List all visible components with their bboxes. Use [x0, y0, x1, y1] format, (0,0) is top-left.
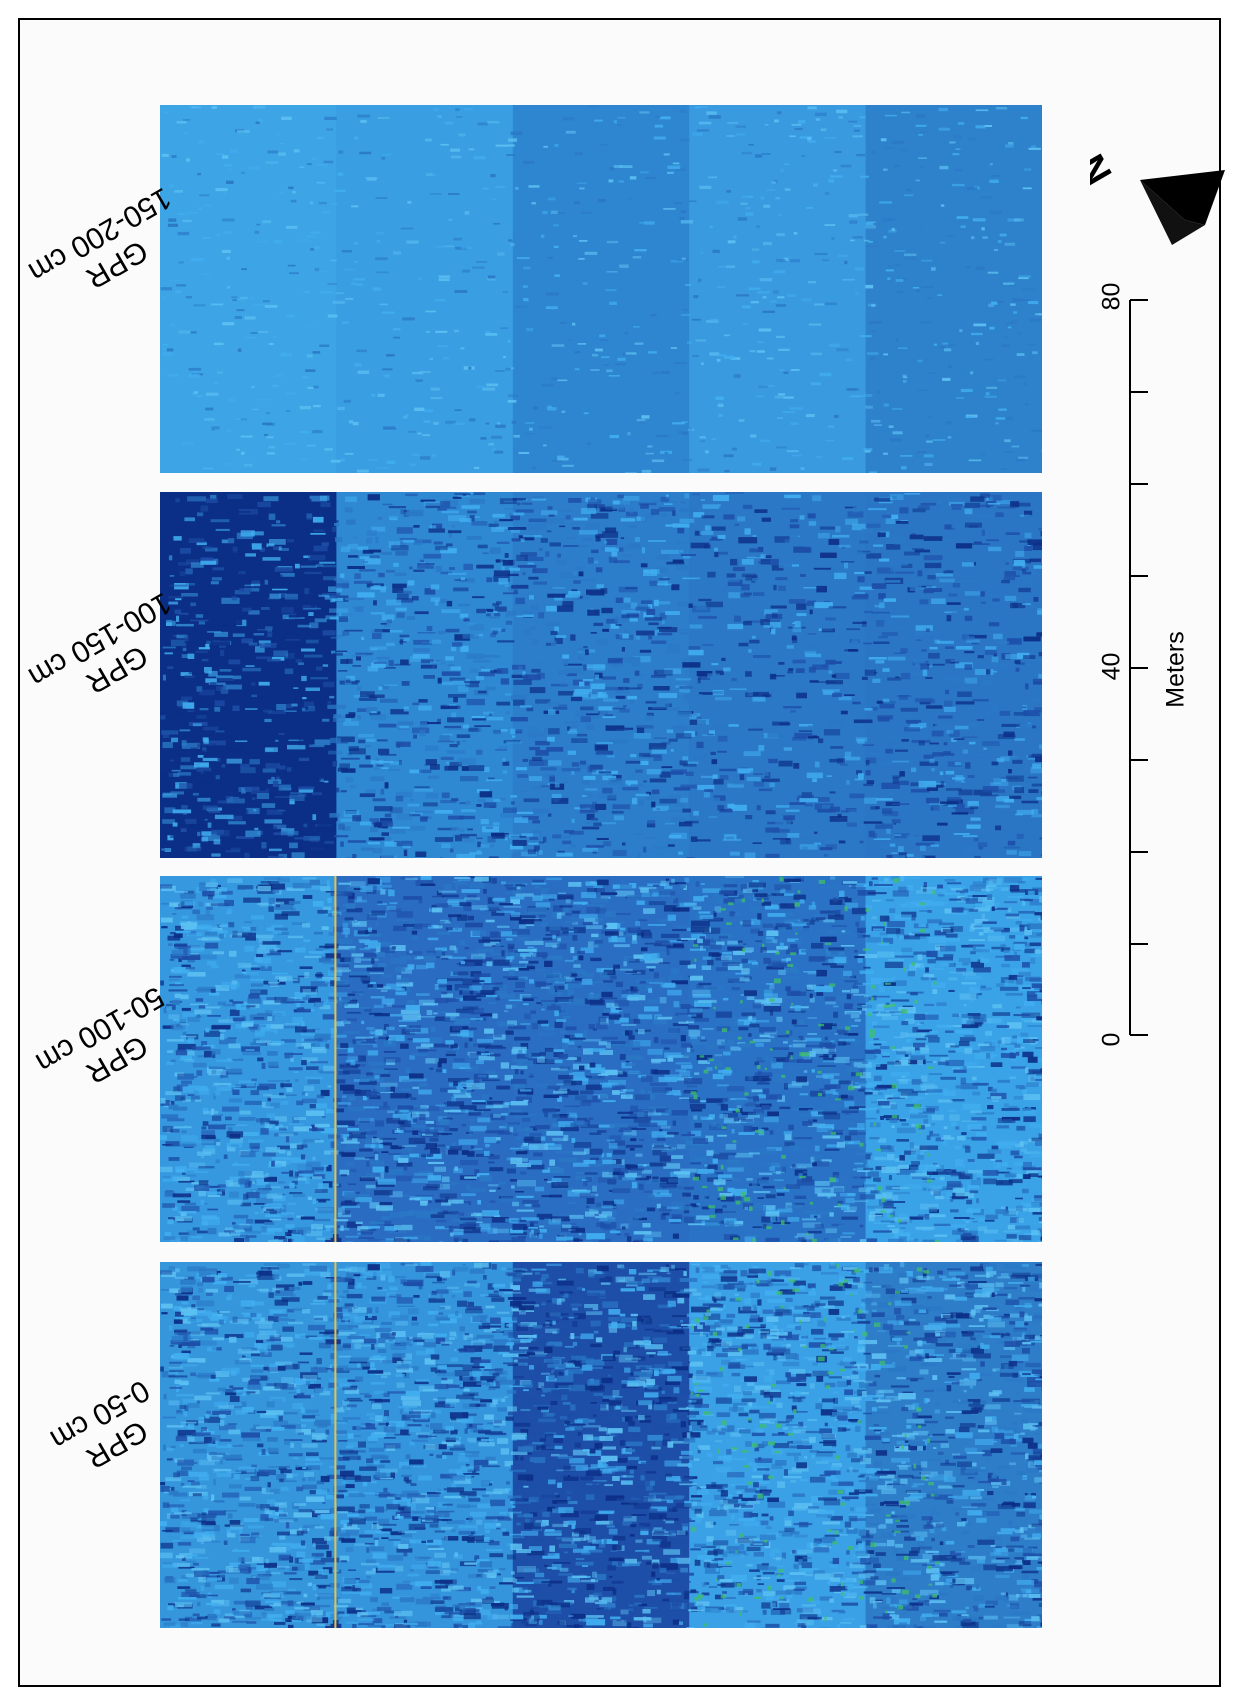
gpr-texture: [160, 105, 1042, 473]
gpr-texture: [160, 1262, 1042, 1628]
north-arrow-label: N: [1090, 147, 1121, 192]
gpr-panel-50-100: [160, 876, 1042, 1242]
gpr-raster-50-100: [160, 876, 1042, 1242]
north-arrow-icon: N: [1090, 147, 1225, 245]
gpr-strip: [160, 105, 337, 473]
gpr-strip: [336, 105, 514, 473]
gpr-panel-100-150: [160, 492, 1042, 858]
gpr-strip: [689, 105, 867, 473]
gpr-panel-150-200: [160, 105, 1042, 473]
scale-bar: [1129, 299, 1148, 1036]
scale-tick-label-80: 80: [1097, 282, 1126, 311]
gpr-strip: [865, 105, 1042, 473]
seam-line: [334, 876, 337, 1242]
gpr-raster-0-50: [160, 1262, 1042, 1628]
gpr-texture: [160, 876, 1042, 1242]
gpr-raster-150-200: [160, 105, 1042, 473]
gpr-strip: [512, 105, 690, 473]
scale-tick-label-0: 0: [1097, 1032, 1126, 1047]
north-arrow-head: [1140, 170, 1225, 225]
seam-line: [334, 1262, 337, 1628]
scale-tick-label-40: 40: [1097, 652, 1126, 681]
gpr-texture: [160, 492, 1042, 858]
gpr-panel-0-50: [160, 1262, 1042, 1628]
gpr-raster-100-150: [160, 492, 1042, 858]
scale-unit-label: Meters: [1161, 631, 1190, 708]
